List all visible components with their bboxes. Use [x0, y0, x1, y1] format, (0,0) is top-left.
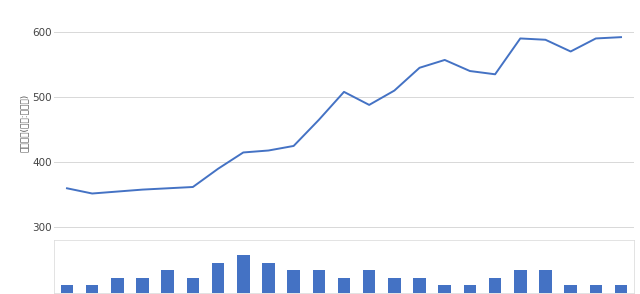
Bar — [614, 285, 627, 293]
Bar — [463, 285, 476, 293]
Bar — [212, 263, 225, 293]
Bar — [161, 270, 174, 293]
Bar — [187, 278, 199, 293]
Y-axis label: 거래금액(단위:백만원): 거래금액(단위:백만원) — [20, 94, 29, 152]
Bar — [338, 278, 350, 293]
Bar — [111, 278, 124, 293]
Bar — [86, 285, 99, 293]
Bar — [136, 278, 149, 293]
Bar — [514, 270, 527, 293]
Bar — [489, 278, 501, 293]
Bar — [589, 285, 602, 293]
Bar — [564, 285, 577, 293]
Bar — [539, 270, 552, 293]
Bar — [438, 285, 451, 293]
Bar — [237, 255, 250, 293]
Bar — [262, 263, 275, 293]
Bar — [312, 270, 325, 293]
Bar — [413, 278, 426, 293]
Bar — [61, 285, 74, 293]
Bar — [287, 270, 300, 293]
Bar — [363, 270, 376, 293]
Bar — [388, 278, 401, 293]
